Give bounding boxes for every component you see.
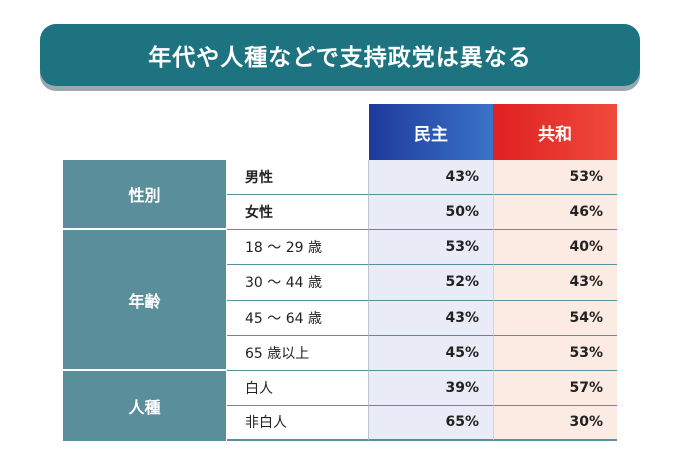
row-label-age-18-29: 18 〜 29 歳 <box>227 230 369 266</box>
value-dem-female: 50% <box>369 195 493 231</box>
group-label-race: 人種 <box>63 370 227 441</box>
group-label-gender: 性別 <box>63 160 227 231</box>
value-dem-age-18-29: 53% <box>369 230 493 266</box>
value-dem-nonwhite: 65% <box>369 405 493 441</box>
party-support-table: 性別 男性 43% 53% 女性 50% 46% 年齢 18 〜 29 歳 53… <box>63 160 617 441</box>
row-label-age-45-64: 45 〜 64 歳 <box>227 300 369 336</box>
value-rep-age-18-29: 40% <box>493 230 617 266</box>
column-header-republican: 共和 <box>493 104 617 160</box>
group-label-age: 年齢 <box>63 230 227 371</box>
row-label-white: 白人 <box>227 370 369 406</box>
value-dem-age-45-64: 43% <box>369 300 493 336</box>
value-dem-age-30-44: 52% <box>369 265 493 301</box>
row-label-age-65-plus: 65 歳以上 <box>227 335 369 371</box>
value-dem-male: 43% <box>369 160 493 196</box>
value-rep-female: 46% <box>493 195 617 231</box>
column-header-democrat: 民主 <box>369 104 493 160</box>
row-label-male: 男性 <box>227 160 369 196</box>
value-rep-age-45-64: 54% <box>493 300 617 336</box>
row-label-nonwhite: 非白人 <box>227 405 369 441</box>
value-rep-age-65-plus: 53% <box>493 335 617 371</box>
value-dem-age-65-plus: 45% <box>369 335 493 371</box>
value-rep-age-30-44: 43% <box>493 265 617 301</box>
value-rep-nonwhite: 30% <box>493 405 617 441</box>
value-dem-white: 39% <box>369 370 493 406</box>
page-title: 年代や人種などで支持政党は異なる <box>148 45 532 71</box>
value-rep-white: 57% <box>493 370 617 406</box>
row-label-age-30-44: 30 〜 44 歳 <box>227 265 369 301</box>
row-label-female: 女性 <box>227 195 369 231</box>
title-banner: 年代や人種などで支持政党は異なる <box>40 24 640 86</box>
value-rep-male: 53% <box>493 160 617 196</box>
